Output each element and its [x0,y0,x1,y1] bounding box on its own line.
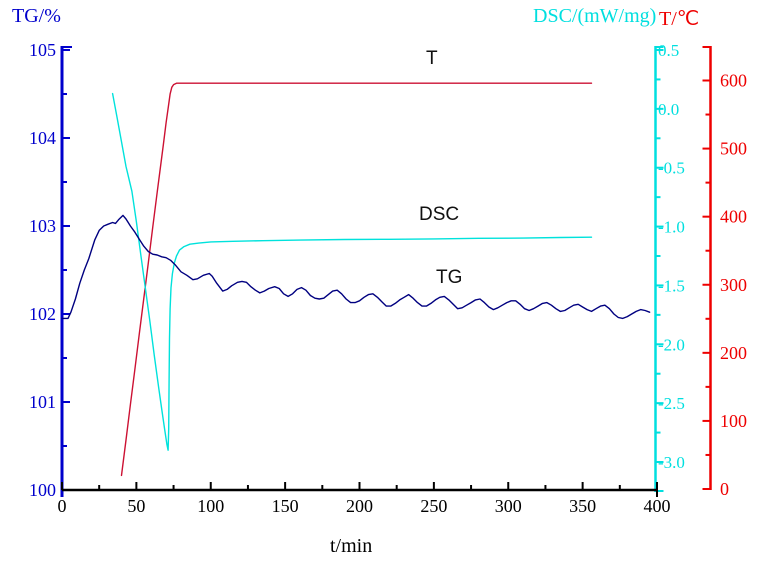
tick-label: 200 [720,343,747,363]
temp-axis: 600 500 400 300 200 100 0 [702,46,747,499]
tick-label: 400 [720,207,747,227]
tick-label: -2.0 [658,335,685,354]
tick-label: 50 [127,496,145,516]
tick-label: 102 [29,304,56,324]
tg-axis: 105 104 103 102 101 100 [29,40,72,500]
tick-label: 150 [272,496,299,516]
tick-label: -2.5 [658,394,685,413]
tick-label: 400 [644,496,671,516]
tick-label: -1.0 [658,218,685,237]
tick-label: 200 [346,496,373,516]
tick-label: -0.5 [658,159,685,178]
tick-label: 100 [197,496,224,516]
tick-label: 103 [29,216,56,236]
temperature-curve-label: T [426,48,438,69]
tick-label: -1.5 [658,276,685,295]
tick-label: 100 [29,480,56,500]
tick-label: 105 [29,40,56,60]
time-axis-title: t/min [330,535,373,557]
dsc-axis: 0.5 0.0 -0.5 -1.0 -1.5 -2.0 -2.5 -3.0 [654,41,685,492]
tick-label: 0 [720,479,729,499]
t-curve [120,82,593,477]
tick-label: 100 [720,411,747,431]
tick-label: 250 [420,496,447,516]
tick-label: 300 [720,275,747,295]
tick-label: 0.0 [658,100,679,119]
dsc-curve-label: DSC [419,204,460,225]
x-axis: 0 50 100 150 200 250 300 350 400 [58,482,671,516]
tg-axis-title: TG/% [12,5,61,27]
dsc-curve [111,92,593,451]
tick-label: 0.5 [658,41,679,60]
tick-label: 0 [58,496,67,516]
tick-label: 104 [29,128,56,148]
dsc-axis-title: DSC/(mW/mg) [533,5,657,27]
temperature-axis-title: T/℃ [659,8,700,30]
tick-label: 101 [29,392,56,412]
tg-curve [61,214,651,320]
tick-label: 600 [720,71,747,91]
tick-label: -3.0 [658,453,685,472]
tick-label: 300 [495,496,522,516]
tick-label: 350 [569,496,596,516]
tg-curve-label: TG [436,267,463,288]
tick-label: 500 [720,139,747,159]
